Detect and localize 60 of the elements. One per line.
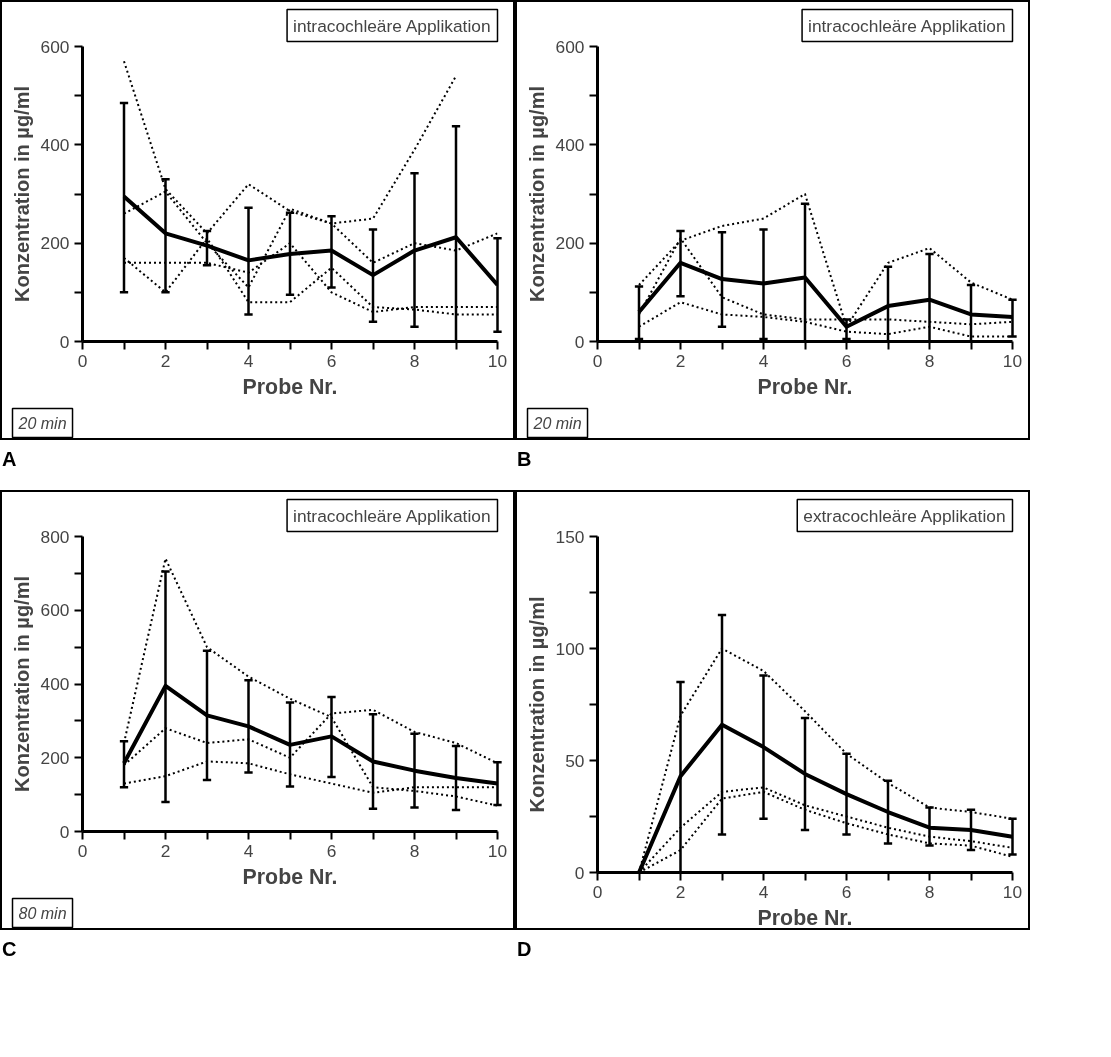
y-tick-label: 200 (555, 233, 585, 254)
y-tick-label: 200 (40, 233, 70, 254)
x-tick-label: 10 (1002, 881, 1023, 902)
text: extracochleäre Applikation (803, 505, 1006, 526)
text: D (517, 937, 532, 962)
x-tick-label: 8 (924, 881, 935, 902)
y-tick-label: 150 (555, 526, 585, 547)
x-axis-title: Probe Nr. (242, 374, 338, 399)
x-tick-label: 0 (592, 350, 603, 371)
y-axis-title: Konzentration in µg/ml (525, 86, 548, 302)
x-tick-label: 2 (160, 350, 171, 371)
y-axis-title: Konzentration in µg/ml (10, 576, 33, 792)
x-tick-label: 8 (409, 350, 420, 371)
text: intracochleäre Applikation (293, 15, 491, 36)
y-tick-label: 200 (40, 747, 70, 768)
x-tick-label: 4 (243, 840, 254, 861)
x-tick-label: 2 (675, 881, 686, 902)
x-tick-label: 10 (487, 840, 508, 861)
x-tick-label: 6 (841, 881, 852, 902)
x-tick-label: 10 (1002, 350, 1023, 371)
y-tick-label: 0 (59, 821, 70, 842)
text: intracochleäre Applikation (293, 505, 491, 526)
y-tick-label: 0 (59, 331, 70, 352)
x-tick-label: 6 (326, 350, 337, 371)
x-tick-label: 4 (243, 350, 254, 371)
y-tick-label: 100 (555, 638, 585, 659)
y-axis-title: Konzentration in µg/ml (10, 86, 33, 302)
text: A (2, 447, 17, 472)
x-tick-label: 0 (77, 840, 88, 861)
y-tick-label: 600 (40, 36, 70, 57)
x-tick-label: 6 (841, 350, 852, 371)
y-tick-label: 400 (40, 134, 70, 155)
y-tick-label: 600 (555, 36, 585, 57)
y-tick-label: 400 (40, 674, 70, 694)
x-tick-label: 0 (77, 350, 88, 371)
x-tick-label: 2 (675, 350, 686, 371)
x-tick-label: 8 (409, 840, 420, 861)
x-tick-label: 6 (326, 840, 337, 861)
x-tick-label: 8 (924, 350, 935, 371)
x-tick-label: 0 (592, 881, 603, 902)
text: 20 min (17, 414, 67, 432)
x-tick-label: 4 (758, 350, 769, 371)
y-tick-label: 50 (565, 750, 585, 771)
text: B (517, 447, 532, 472)
text: intracochleäre Applikation (808, 15, 1006, 36)
text: 80 min (18, 904, 67, 922)
y-axis-title: Konzentration in µg/ml (525, 596, 548, 813)
x-axis-title: Probe Nr. (757, 905, 853, 930)
y-tick-label: 0 (574, 331, 585, 352)
text: C (2, 937, 17, 962)
y-tick-label: 800 (40, 526, 70, 547)
y-tick-label: 400 (555, 134, 585, 155)
x-axis-title: Probe Nr. (757, 374, 853, 399)
x-tick-label: 2 (160, 840, 171, 861)
y-tick-label: 0 (574, 862, 585, 883)
text: 20 min (532, 414, 582, 432)
x-tick-label: 4 (758, 881, 769, 902)
x-tick-label: 10 (487, 350, 508, 371)
x-axis-title: Probe Nr. (242, 864, 338, 889)
y-tick-label: 600 (40, 600, 70, 621)
